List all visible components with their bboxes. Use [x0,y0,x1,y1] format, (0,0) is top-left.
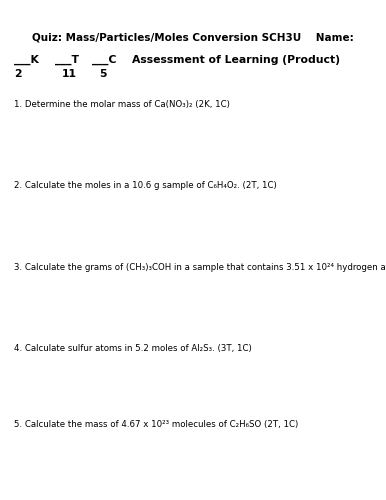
Text: ___T: ___T [55,55,79,65]
Text: 3. Calculate the grams of (CH₃)₃COH in a sample that contains 3.51 x 10²⁴ hydrog: 3. Calculate the grams of (CH₃)₃COH in a… [14,264,386,272]
Text: 11: 11 [62,69,77,79]
Text: 2. Calculate the moles in a 10.6 g sample of C₆H₄O₂. (2T, 1C): 2. Calculate the moles in a 10.6 g sampl… [14,180,277,190]
Text: 4. Calculate sulfur atoms in 5.2 moles of Al₂S₃. (3T, 1C): 4. Calculate sulfur atoms in 5.2 moles o… [14,344,252,352]
Text: Quiz: Mass/Particles/Moles Conversion SCH3U    Name:: Quiz: Mass/Particles/Moles Conversion SC… [32,33,354,43]
Text: 2: 2 [14,69,22,79]
Text: ___C: ___C [92,55,117,65]
Text: ___K: ___K [14,55,39,65]
Text: 5: 5 [99,69,107,79]
Text: 1. Determine the molar mass of Ca(NO₃)₂ (2K, 1C): 1. Determine the molar mass of Ca(NO₃)₂ … [14,100,230,110]
Text: 5. Calculate the mass of 4.67 x 10²³ molecules of C₂H₆SO (2T, 1C): 5. Calculate the mass of 4.67 x 10²³ mol… [14,420,298,430]
Text: Assessment of Learning (Product): Assessment of Learning (Product) [132,55,340,65]
